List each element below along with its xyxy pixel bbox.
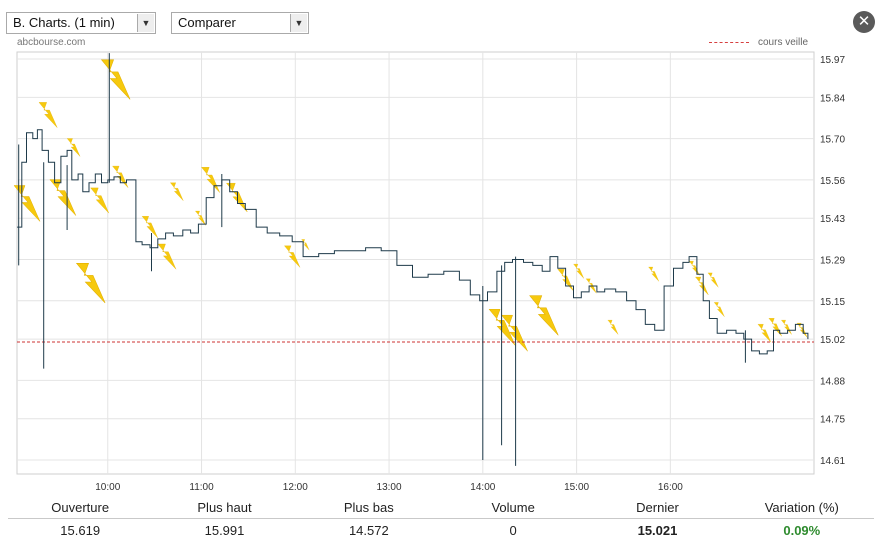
lightning-marker-icon	[49, 179, 77, 216]
value-volume: 0	[509, 523, 517, 538]
lightning-marker-icon	[573, 264, 584, 279]
y-tick-label: 15.70	[820, 135, 845, 146]
y-tick-label: 15.29	[820, 256, 845, 267]
legend-previous-close: cours veille	[709, 37, 808, 48]
chevron-down-icon[interactable]: ▼	[137, 14, 154, 32]
lightning-marker-icon	[226, 182, 248, 213]
header-high: Plus haut	[197, 500, 252, 515]
price-chart: 10:00 11:00 12:00 13:00 14:00 15:00 16:00 15.97…	[13, 51, 845, 493]
legend-dash-line	[709, 41, 749, 43]
lightning-marker-icon	[100, 59, 131, 100]
value-low: 14.572	[348, 523, 389, 538]
lightning-marker-icon	[38, 102, 58, 128]
x-tick-label: 10:00	[95, 482, 120, 493]
y-tick-label: 14.75	[820, 415, 845, 426]
value-change: 0.09%	[783, 523, 821, 538]
lightning-marker-icon	[195, 210, 206, 226]
x-tick-label: 16:00	[658, 482, 683, 493]
value-last: 15.021	[637, 523, 678, 538]
header-open: Ouverture	[51, 500, 110, 515]
value-open: 15.619	[60, 523, 101, 538]
lightning-marker-icon	[713, 302, 725, 317]
x-tick-label: 14:00	[470, 482, 495, 493]
y-tick-label: 15.02	[820, 335, 845, 346]
axes: 10:00 11:00 12:00 13:00 14:00 15:00 16:00 15.97…	[95, 55, 845, 493]
lightning-marker-icon	[301, 239, 310, 251]
stats-value-row: 15.619 15.991 14.572 0 15.021 0.09%	[8, 519, 874, 543]
lightning-marker-icon	[607, 320, 619, 335]
y-tick-label: 14.88	[820, 376, 845, 387]
compare-value: Comparer	[178, 15, 236, 30]
y-tick-label: 15.84	[820, 93, 845, 104]
y-tick-label: 15.43	[820, 214, 845, 225]
stats-table: Ouverture Plus haut Plus bas Volume Dern…	[8, 497, 874, 543]
header-low: Plus bas	[343, 500, 394, 515]
price-series	[17, 53, 814, 466]
lightning-marker-icon	[501, 314, 528, 352]
header-change: Variation (%)	[764, 500, 839, 515]
lightning-marker-icon	[757, 324, 772, 343]
lightning-marker-icon	[695, 276, 709, 296]
lightning-marker-icon	[796, 323, 808, 338]
x-tick-label: 15:00	[564, 482, 589, 493]
lightning-marker-icon	[781, 320, 792, 335]
event-markers	[13, 59, 808, 352]
chart-type-value: B. Charts. (1 min)	[13, 15, 115, 30]
chevron-down-icon[interactable]: ▼	[290, 14, 307, 32]
lightning-marker-icon	[157, 243, 177, 270]
compare-select[interactable]: Comparer ▼	[171, 12, 309, 34]
value-high: 15.991	[204, 523, 245, 538]
x-tick-label: 12:00	[283, 482, 308, 493]
lightning-marker-icon	[90, 187, 109, 214]
lightning-marker-icon	[284, 245, 301, 268]
x-tick-label: 11:00	[189, 482, 214, 493]
lightning-marker-icon	[141, 216, 158, 239]
y-tick-label: 15.56	[820, 176, 845, 187]
header-volume: Volume	[491, 500, 535, 515]
lightning-marker-icon	[66, 138, 81, 157]
legend-label: cours veille	[758, 37, 809, 48]
lightning-marker-icon	[529, 295, 559, 336]
source-label: abcbourse.com	[17, 37, 86, 48]
y-tick-label: 15.97	[820, 55, 845, 66]
close-icon[interactable]: ✕	[853, 11, 875, 33]
x-tick-label: 13:00	[377, 482, 402, 493]
lightning-marker-icon	[13, 185, 41, 222]
lightning-marker-icon	[707, 272, 719, 288]
chart-type-select[interactable]: B. Charts. (1 min) ▼	[6, 12, 156, 34]
y-tick-label: 15.15	[820, 297, 845, 308]
header-last: Dernier	[636, 500, 679, 515]
lightning-marker-icon	[75, 263, 106, 304]
plot-frame	[16, 51, 815, 475]
grid	[16, 51, 815, 475]
y-tick-label: 14.61	[820, 456, 845, 467]
lightning-marker-icon	[648, 266, 659, 282]
lightning-marker-icon	[170, 182, 184, 201]
lightning-marker-icon	[688, 261, 700, 276]
stats-header-row: Ouverture Plus haut Plus bas Volume Dern…	[8, 497, 874, 519]
price-line	[17, 129, 809, 355]
